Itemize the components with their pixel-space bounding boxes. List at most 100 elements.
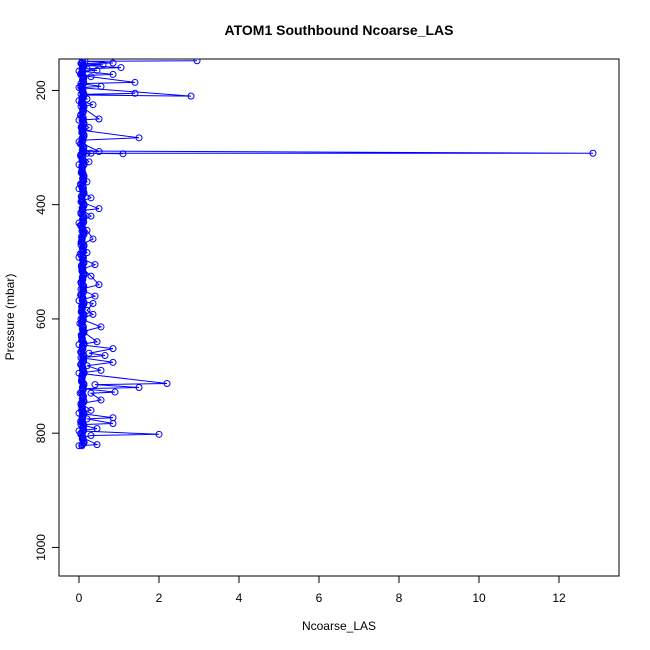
x-axis: 0 2 4 6 8 10 12 xyxy=(76,575,566,605)
data-point xyxy=(87,194,95,202)
data-point xyxy=(75,253,83,261)
data-point xyxy=(93,66,101,74)
data-point xyxy=(89,101,97,109)
data-point xyxy=(79,136,87,144)
data-point xyxy=(135,134,143,142)
data-point xyxy=(75,219,83,227)
data-point xyxy=(75,369,83,377)
data-point xyxy=(87,272,95,280)
data-point xyxy=(77,399,85,407)
data-point xyxy=(89,235,97,243)
data-point xyxy=(117,64,125,72)
data-point xyxy=(101,351,109,359)
data-point xyxy=(97,323,105,331)
data-point xyxy=(79,327,87,335)
x-tick-label: 8 xyxy=(396,591,403,605)
data-point xyxy=(93,441,101,449)
x-tick-label: 10 xyxy=(472,591,486,605)
y-axis-label: Pressure (mbar) xyxy=(3,274,17,361)
data-point xyxy=(95,205,103,213)
data-point xyxy=(77,150,85,158)
data-point xyxy=(83,95,91,103)
data-point xyxy=(83,362,91,370)
x-tick-label: 4 xyxy=(236,591,243,605)
data-point xyxy=(93,338,101,346)
data-point xyxy=(79,72,87,80)
data-point xyxy=(77,285,85,293)
x-tick-label: 0 xyxy=(76,591,83,605)
data-point xyxy=(87,73,95,81)
data-point xyxy=(95,148,103,156)
plot-frame xyxy=(58,58,620,577)
data-point xyxy=(87,389,95,397)
y-tick-label: 800 xyxy=(34,423,48,443)
data-point xyxy=(83,178,91,186)
data-point xyxy=(87,149,95,157)
y-tick-label: 600 xyxy=(34,309,48,329)
data-point xyxy=(77,80,85,88)
data-point xyxy=(83,306,91,314)
data-point xyxy=(77,354,85,362)
x-tick-label: 2 xyxy=(156,591,163,605)
chart-title: ATOM1 Southbound Ncoarse_LAS xyxy=(225,22,454,38)
data-point xyxy=(155,430,163,438)
data-point xyxy=(79,434,87,442)
data-point xyxy=(75,161,83,169)
data-point xyxy=(85,349,93,357)
data-point xyxy=(75,138,83,146)
y-tick-label: 400 xyxy=(34,194,48,214)
data-point xyxy=(93,425,101,433)
data-point xyxy=(79,61,87,69)
data-point xyxy=(109,358,117,366)
data-point xyxy=(135,383,143,391)
data-point xyxy=(95,281,103,289)
data-point xyxy=(119,150,127,158)
data-point xyxy=(75,84,83,92)
data-point xyxy=(97,366,105,374)
data-point xyxy=(75,185,83,193)
data-point xyxy=(163,379,171,387)
data-point xyxy=(75,427,83,435)
data-point xyxy=(79,265,87,273)
data-point xyxy=(75,341,83,349)
data-point xyxy=(83,65,91,73)
data-point xyxy=(79,385,87,393)
data-point xyxy=(89,300,97,308)
x-axis-label: Ncoarse_LAS xyxy=(302,619,376,633)
x-tick-label: 6 xyxy=(316,591,323,605)
data-point xyxy=(91,261,99,269)
data-point xyxy=(97,82,105,90)
data-point xyxy=(75,297,83,305)
data-point xyxy=(131,89,139,97)
data-point xyxy=(85,158,93,166)
data-point xyxy=(81,59,89,65)
data-point xyxy=(187,92,195,100)
series-layer xyxy=(75,59,597,450)
data-point xyxy=(193,59,201,65)
y-tick-label: 1000 xyxy=(34,534,48,561)
data-point xyxy=(83,249,91,257)
data-point xyxy=(87,212,95,220)
data-point xyxy=(75,116,83,124)
data-point xyxy=(85,124,93,132)
data-point xyxy=(77,90,85,98)
data-point xyxy=(87,431,95,439)
data-point xyxy=(89,310,97,318)
data-point xyxy=(97,396,105,404)
data-point xyxy=(99,61,107,69)
data-point xyxy=(109,70,117,78)
data-point xyxy=(95,115,103,123)
x-tick-label: 12 xyxy=(552,591,566,605)
y-tick-label: 200 xyxy=(34,80,48,100)
data-point xyxy=(77,241,85,249)
data-point xyxy=(77,198,85,206)
data-point xyxy=(77,421,85,429)
data-point xyxy=(75,442,83,450)
data-point xyxy=(91,292,99,300)
data-point xyxy=(75,67,83,75)
data-point xyxy=(77,60,85,68)
data-point xyxy=(111,388,119,396)
data-point xyxy=(109,59,117,67)
data-point xyxy=(75,409,83,417)
